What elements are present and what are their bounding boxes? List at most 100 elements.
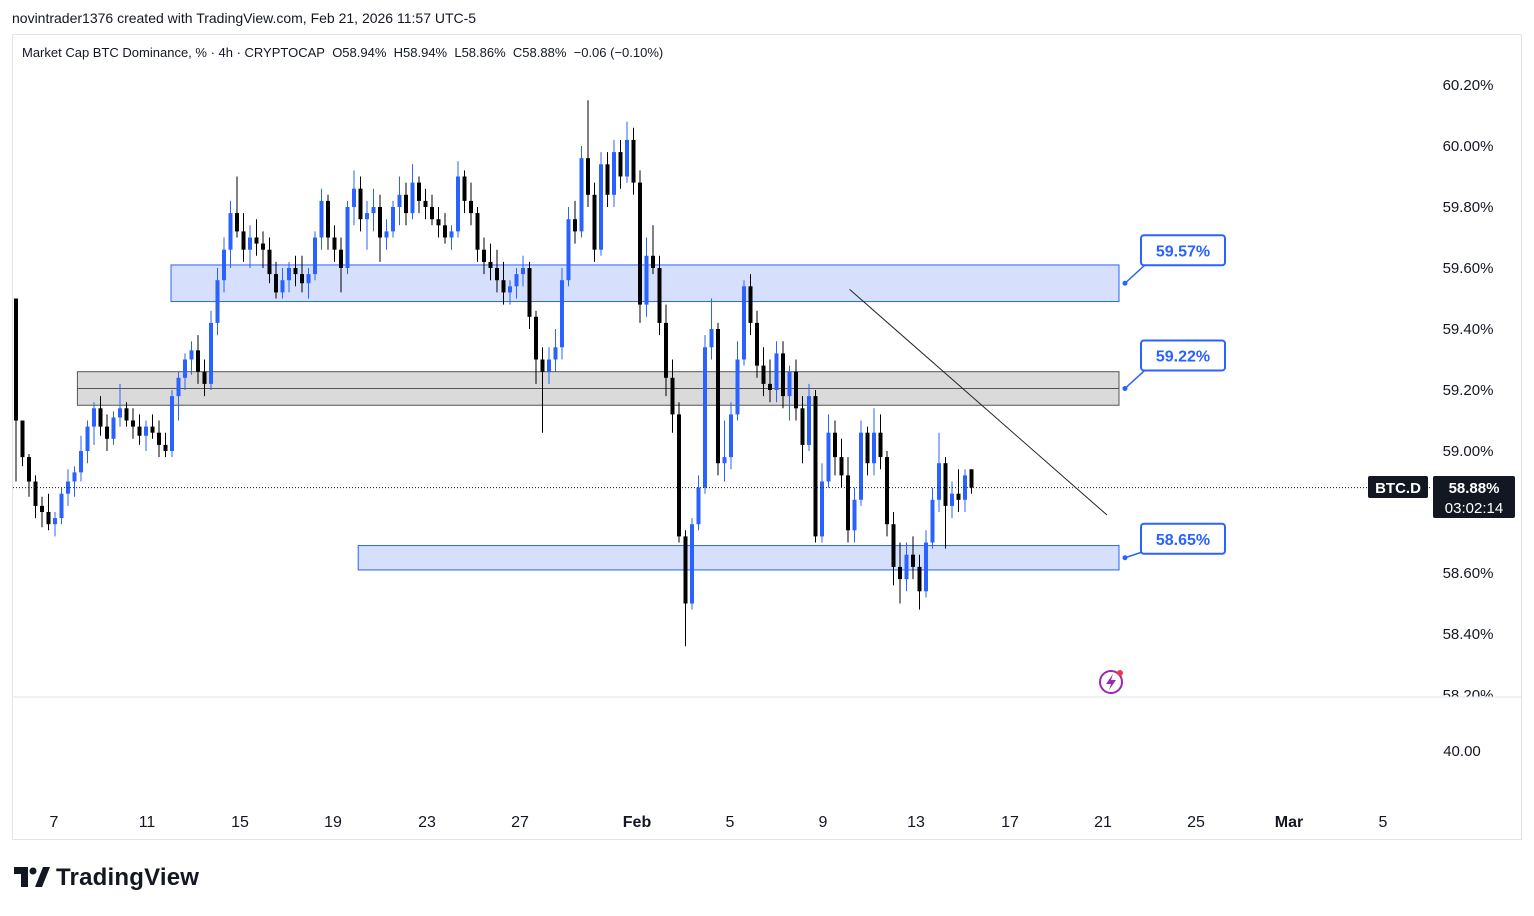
callout-box-0[interactable]	[1140, 234, 1226, 267]
candle-body	[586, 158, 590, 195]
candle-body	[553, 347, 558, 360]
candle-body	[969, 469, 974, 488]
y-tick-label: 58.60%	[1443, 565, 1494, 582]
candle-body	[683, 536, 688, 604]
candle-body	[865, 432, 870, 464]
candle-body	[904, 554, 909, 580]
candle-body	[917, 566, 922, 592]
y-tick-label: 59.00%	[1443, 443, 1494, 460]
x-tick-label: 17	[1001, 814, 1019, 831]
candle-body	[332, 237, 337, 250]
candle-body	[423, 200, 428, 207]
legend-change: −0.06 (−0.10%)	[573, 45, 664, 60]
legend-title: Market Cap BTC Dominance, % · 4h · CRYPT…	[22, 45, 325, 60]
x-tick-label: 11	[139, 814, 156, 831]
symbol-tag-label: BTC.D	[1375, 480, 1421, 497]
candle-body	[651, 255, 655, 268]
candle-body	[131, 420, 135, 427]
tradingview-logo-icon	[14, 867, 50, 887]
candle-body	[820, 481, 824, 537]
candle-body	[768, 383, 772, 390]
candle-body	[800, 408, 805, 445]
candle-body	[215, 280, 220, 323]
candle-body	[20, 420, 25, 458]
candle-body	[761, 365, 766, 384]
price-tag-countdown: 03:02:14	[1445, 500, 1503, 517]
alert-bolt-icon[interactable]	[1099, 670, 1123, 694]
x-tick-label: 23	[418, 814, 436, 831]
candle-body	[859, 432, 863, 500]
candle-body	[261, 243, 265, 250]
candle-body	[618, 152, 623, 177]
candle-body	[293, 268, 298, 275]
candle-body	[943, 463, 948, 506]
candle-body	[157, 432, 161, 445]
candle-body	[488, 261, 493, 268]
candle-body	[274, 274, 278, 293]
candle-body	[514, 274, 519, 287]
candle-body	[209, 322, 213, 384]
candle-body	[846, 475, 850, 531]
candle-body	[306, 274, 311, 284]
candle-body	[475, 213, 480, 250]
candle-body	[170, 396, 174, 451]
y-tick-label: 59.60%	[1443, 260, 1494, 277]
candle-body	[391, 207, 395, 232]
legend-open: O58.94%	[332, 45, 387, 60]
candle-body	[267, 249, 272, 275]
candle-body	[443, 225, 447, 238]
candle-body	[573, 219, 577, 232]
candle-body	[742, 286, 746, 360]
x-tick-label: 25	[1187, 814, 1205, 831]
candle-body	[703, 347, 707, 488]
candle-body	[690, 524, 694, 604]
candle-body	[891, 524, 896, 567]
candle-body	[137, 426, 142, 436]
candle-body	[508, 286, 512, 293]
zone-2[interactable]	[357, 545, 1120, 571]
candle-body	[105, 426, 109, 439]
candle-body	[534, 316, 538, 360]
logo-text: TradingView	[56, 864, 200, 891]
lower-pane-label: 40.00	[1443, 743, 1481, 760]
candle-body	[228, 213, 233, 250]
candle-body	[124, 408, 129, 421]
x-tick-label: 5	[1379, 814, 1388, 831]
candle-body	[46, 512, 51, 525]
y-tick-label: 59.80%	[1443, 199, 1494, 216]
candle-body	[92, 408, 96, 427]
tradingview-logo[interactable]: TradingView	[14, 864, 199, 892]
legend-low: L58.86%	[454, 45, 506, 60]
candle-body	[813, 396, 818, 537]
candle-body	[898, 566, 902, 580]
candle-body	[950, 493, 954, 506]
candle-body	[72, 472, 77, 482]
candle-body	[371, 207, 376, 214]
candle-body	[794, 371, 798, 409]
candle-body	[638, 182, 642, 305]
candle-body	[495, 268, 499, 281]
trendline[interactable]	[849, 288, 1108, 516]
callout-box-1[interactable]	[1140, 339, 1226, 372]
candle-body	[956, 493, 961, 500]
candle-body	[521, 268, 525, 275]
candle-body	[254, 237, 259, 244]
callout-label-1: 59.22%	[1156, 348, 1210, 365]
candle-body	[248, 237, 252, 250]
candle-body	[98, 408, 103, 427]
x-tick-label: 7	[50, 814, 59, 831]
candle-body	[644, 255, 649, 305]
callout-label-2: 58.65%	[1156, 532, 1210, 549]
candle-body	[709, 329, 714, 348]
candle-body	[300, 274, 304, 284]
candle-body	[196, 350, 200, 372]
y-tick-label: 59.20%	[1443, 382, 1494, 399]
symbol-tag	[1368, 476, 1428, 498]
callout-box-2[interactable]	[1140, 522, 1226, 555]
candle-body	[456, 176, 460, 232]
candle-body	[241, 231, 246, 250]
candle-body	[430, 207, 434, 220]
x-tick-label: 19	[324, 814, 342, 831]
candle-body	[183, 359, 187, 378]
